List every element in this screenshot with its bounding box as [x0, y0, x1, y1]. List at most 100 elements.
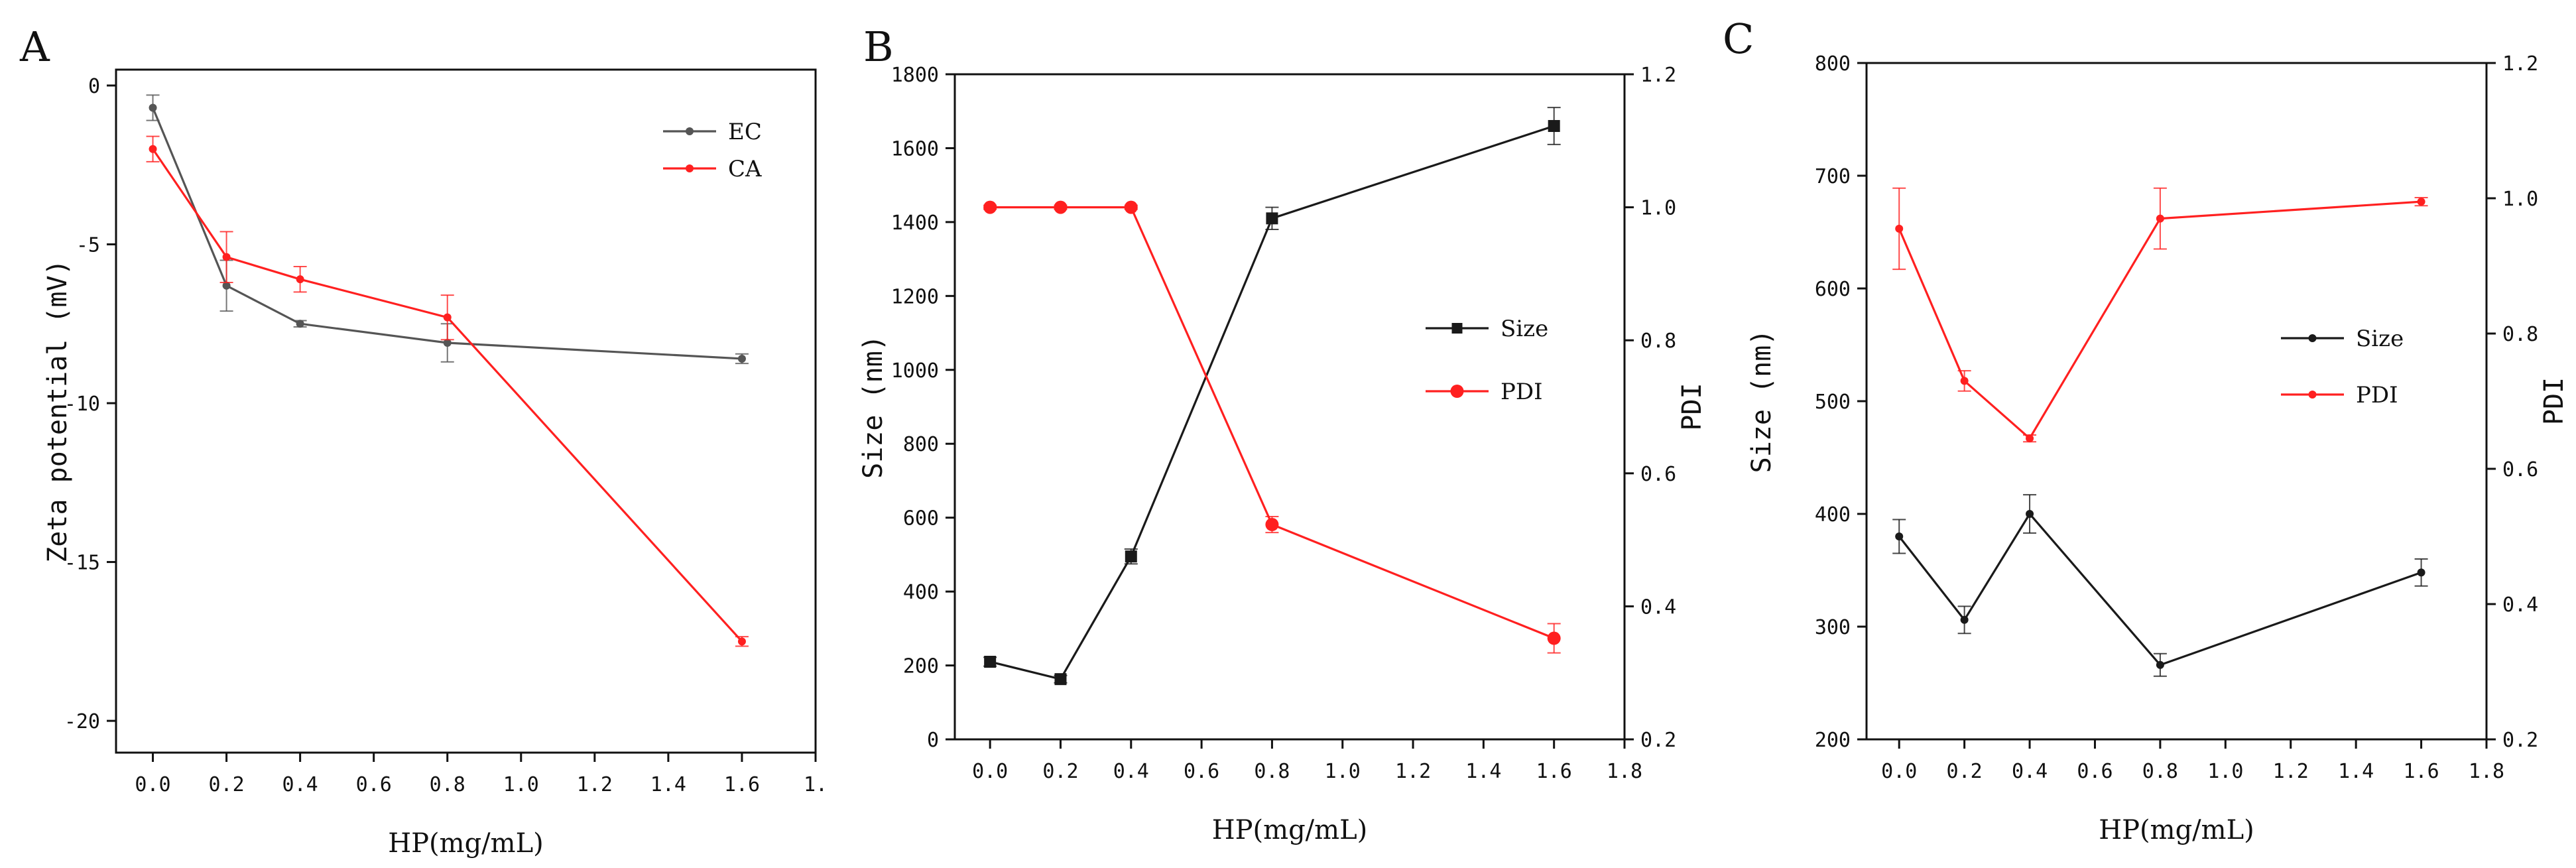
legend-marker: [2308, 391, 2317, 399]
x-tick-label: 1.6: [1536, 760, 1572, 783]
data-point: [1895, 224, 1904, 233]
x-tick-label: 1.4: [1465, 760, 1501, 783]
data-point: [1960, 615, 1969, 624]
x-tick-label: 0.0: [1881, 760, 1917, 783]
y-tick-label: 1600: [891, 137, 939, 160]
x-tick-label: 0.6: [356, 773, 392, 796]
y-axis-title: Zeta potential (mV): [42, 259, 73, 563]
y2-tick-label: 1.2: [1640, 64, 1676, 87]
data-point: [1265, 518, 1279, 532]
data-point: [737, 354, 746, 363]
y2-tick-label: 0.8: [1640, 330, 1676, 353]
panel-c: C 0.0 0.2 0.4 0.6 0.8 1.0 1.2 1.4 1.6 1.8 200 300 400…: [1723, 15, 2569, 845]
legend-marker: [1451, 323, 1463, 334]
x-tick-label: 1.8: [1607, 760, 1642, 783]
legend-label: EC: [728, 119, 762, 145]
legend-marker: [2308, 334, 2317, 342]
x-axis-title: HP(mg/mL): [1212, 815, 1368, 845]
data-point: [1895, 532, 1904, 540]
y2-tick-label: 1.0: [1640, 197, 1676, 220]
y2-tick-label: 0.6: [1640, 463, 1676, 486]
x-tick-label: 1.0: [2207, 760, 2243, 783]
y-tick-label: 600: [1815, 278, 1851, 301]
legend-label: Size: [2356, 326, 2404, 352]
y2-axis-title: PDI: [1677, 383, 1707, 430]
y-tick-label: -5: [76, 233, 100, 257]
data-point: [296, 275, 304, 284]
data-point: [2026, 510, 2034, 518]
x-tick-label: 1.4: [2338, 760, 2374, 783]
data-point: [1960, 377, 1969, 385]
x-tick-label: 0.8: [430, 773, 465, 796]
y2-axis-title: PDI: [2539, 377, 2569, 425]
x-tick-label: 1.0: [1325, 760, 1361, 783]
plot-frame: [953, 73, 1626, 741]
x-tick-label: 0.6: [2077, 760, 2113, 783]
data-point: [983, 200, 997, 214]
x-tick-label: 1.4: [650, 773, 686, 796]
x-tick-label: 1.2: [577, 773, 613, 796]
y-axis-title: Size (nm): [858, 335, 889, 479]
x-tick-label: 0.2: [208, 773, 244, 796]
y2-tick-label: 0.4: [2502, 593, 2538, 617]
data-point: [2026, 434, 2034, 443]
y2-tick-label: 1.2: [2502, 52, 2538, 76]
x-axis-title: HP(mg/mL): [388, 828, 544, 859]
y-tick-label: 1200: [891, 285, 939, 308]
x-tick-label: 0.2: [1042, 760, 1078, 783]
legend-label: PDI: [1501, 379, 1543, 405]
y2-tick-label: 0.2: [1640, 729, 1676, 752]
data-point: [1548, 120, 1560, 133]
data-point: [2156, 660, 2164, 669]
series-line: [152, 148, 743, 643]
x-tick-label: 1.2: [1395, 760, 1431, 783]
y-axis-title: Size (nm): [1747, 330, 1777, 473]
y-tick-label: 600: [903, 507, 939, 530]
legend-marker: [686, 127, 694, 135]
y-tick-label: 400: [903, 581, 939, 604]
y-tick-label: -20: [64, 710, 100, 733]
x-tick-label: 0.2: [1947, 760, 1983, 783]
y-tick-label: 0: [88, 75, 100, 98]
y-tick-label: 200: [903, 655, 939, 678]
y-tick-label: 200: [1815, 729, 1851, 752]
data-point: [1054, 200, 1068, 214]
x-tick-label: 1.2: [2273, 760, 2309, 783]
x-tick-label: 1.6: [2403, 760, 2439, 783]
y2-tick-label: 0.2: [2502, 729, 2538, 752]
x-tick-label: 0.0: [135, 773, 170, 796]
data-point: [222, 253, 231, 261]
legend-marker: [686, 164, 694, 172]
data-point: [737, 637, 746, 646]
data-point: [296, 320, 304, 328]
y-tick-label: 700: [1815, 165, 1851, 188]
series-size: [1892, 494, 2428, 677]
plot-frame: [115, 68, 817, 754]
y2-tick-label: 1.0: [2502, 188, 2538, 211]
x-tick-label: 0.4: [2012, 760, 2048, 783]
data-point: [2417, 568, 2425, 577]
y2-tick-label: 0.8: [2502, 323, 2538, 346]
data-point: [1266, 212, 1278, 225]
x-tick-label: 0.8: [2142, 760, 2178, 783]
data-point: [149, 103, 157, 112]
legend-label: PDI: [2356, 382, 2398, 408]
y-tick-label: 1000: [891, 359, 939, 383]
y-tick-label: -10: [64, 393, 100, 416]
x-tick-label: 0.6: [1184, 760, 1219, 783]
x-tick-label: 1.6: [724, 773, 760, 796]
legend-marker: [1450, 385, 1464, 398]
y-tick-label: 800: [903, 433, 939, 456]
data-point: [1124, 200, 1138, 214]
data-point: [443, 313, 452, 322]
series-pdi: [1892, 187, 2428, 443]
y-tick-label: 0: [927, 729, 939, 752]
x-tick-label: 1.8: [2469, 760, 2504, 783]
series-size: [983, 107, 1561, 686]
data-point: [1125, 550, 1137, 563]
data-point: [443, 339, 452, 347]
data-point: [149, 145, 157, 153]
y-tick-label: 500: [1815, 391, 1851, 414]
x-tick-label: 0.8: [1254, 760, 1290, 783]
